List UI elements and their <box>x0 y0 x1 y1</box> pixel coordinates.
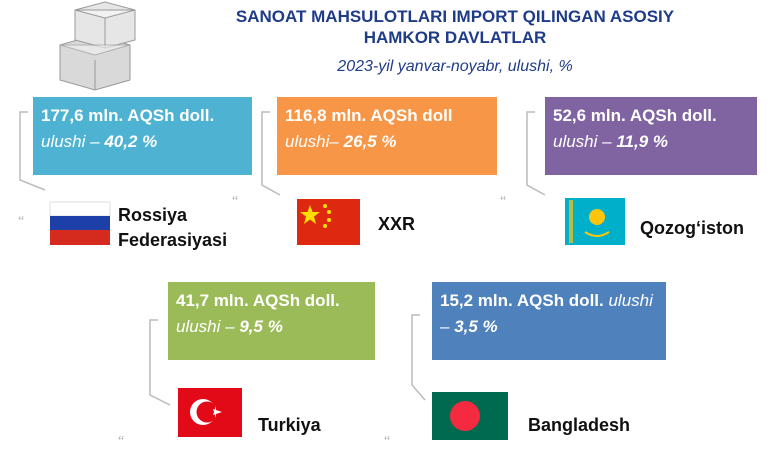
card: 41,7 mln. AQSh doll. ulushi – 9,5 % <box>168 282 375 360</box>
share: 26,5 % <box>343 132 397 151</box>
flag-kazakhstan <box>565 198 625 245</box>
card: 15,2 mln. AQSh doll. ulushi – 3,5 % <box>432 282 666 360</box>
svg-text:“: “ <box>384 434 390 449</box>
amount: 116,8 mln. AQSh doll <box>285 106 453 125</box>
country-name: Bangladesh <box>528 415 631 435</box>
share: 3,5 % <box>454 317 498 336</box>
country-name: XXR <box>378 214 416 234</box>
brackets <box>19 111 546 406</box>
share-label: ulushi – <box>553 132 612 151</box>
share: 9,5 % <box>239 317 283 336</box>
subtitle: 2023-yil yanvar-noyabr, ulushi, % <box>337 58 573 75</box>
amount: 52,6 mln. AQSh doll. <box>553 106 717 125</box>
amount: 41,7 mln. AQSh doll. <box>176 291 340 310</box>
share-label: ulushi – <box>41 132 100 151</box>
svg-text:“: “ <box>18 214 24 229</box>
svg-text:“: “ <box>500 194 506 209</box>
svg-text:“: “ <box>118 434 124 449</box>
share-label: ulushi – <box>176 317 235 336</box>
card: 52,6 mln. AQSh doll. ulushi – 11,9 % <box>545 97 757 175</box>
card: 116,8 mln. AQSh doll ulushi– 26,5 % <box>277 97 497 175</box>
title: SANOAT MAHSULOTLARI IMPORT QILINGAN ASOS… <box>160 6 750 48</box>
title-line: SANOAT MAHSULOTLARI IMPORT QILINGAN ASOS… <box>235 7 675 26</box>
amount: 15,2 mln. AQSh doll. <box>440 291 604 310</box>
share: 11,9 % <box>616 132 669 151</box>
share-label: ulushi – <box>440 291 653 336</box>
card: 177,6 mln. AQSh doll. ulushi – 40,2 % <box>33 97 252 175</box>
svg-text:“: “ <box>232 194 238 209</box>
flag-bangladesh <box>432 392 508 440</box>
quote-marks: “ “ “ “ “ <box>18 194 506 449</box>
amount: 177,6 mln. AQSh doll. <box>41 106 215 125</box>
flag-china <box>297 199 360 245</box>
flag-russia <box>49 201 111 245</box>
title-line: HAMKOR DAVLATLAR <box>363 28 547 47</box>
share: 40,2 % <box>104 132 158 151</box>
country-name: Rossiya Federasiyasi <box>118 205 228 250</box>
country-name: Turkiya <box>258 415 321 435</box>
country-name: Qozog‘iston <box>640 218 744 238</box>
cubes-icon <box>59 1 136 91</box>
share-label: ulushi– <box>285 132 339 151</box>
flag-turkey <box>178 388 242 437</box>
